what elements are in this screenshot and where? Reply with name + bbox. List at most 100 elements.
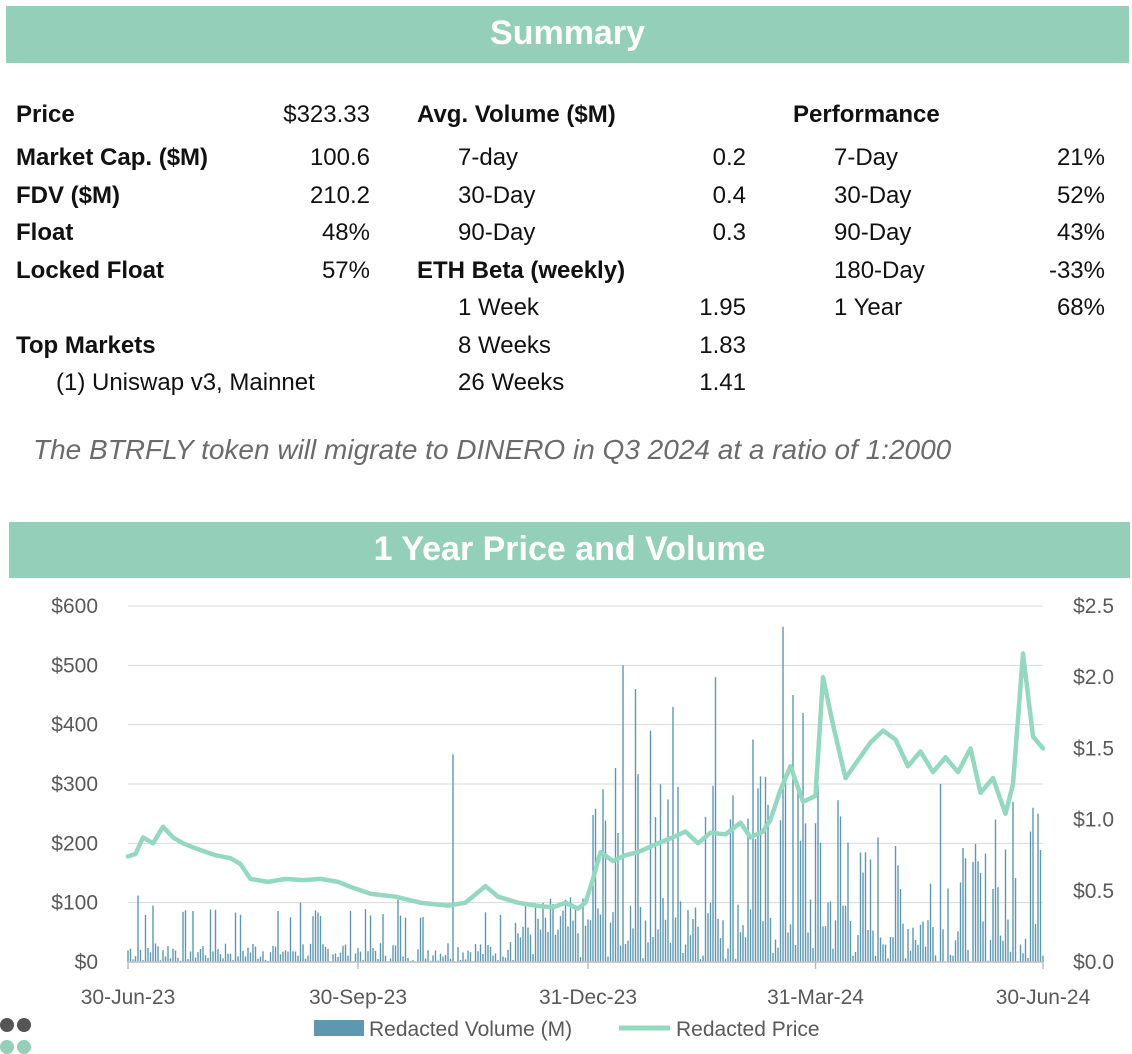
volume-bar	[380, 943, 381, 962]
decor-dot	[0, 1018, 14, 1032]
volume-bar	[190, 951, 191, 962]
volume-bar	[865, 852, 866, 962]
volume-bar	[842, 906, 843, 962]
volume-bar	[175, 950, 176, 962]
volume-bar	[1007, 920, 1008, 962]
volume-bar	[897, 865, 898, 962]
volume-bar	[565, 900, 566, 962]
volume-bar	[837, 800, 838, 962]
left-tick-label: $0	[75, 951, 98, 974]
volume-bar	[737, 905, 738, 962]
volume-bar	[230, 954, 231, 962]
volume-bar	[740, 932, 741, 962]
volume-bar	[397, 900, 398, 962]
volume-bar	[237, 956, 238, 962]
volume-bar	[730, 819, 731, 962]
volume-bar	[270, 952, 271, 962]
volume-bar	[315, 910, 316, 962]
volume-bar	[910, 951, 911, 962]
volume-bar	[800, 841, 801, 962]
volume-bar	[525, 903, 526, 962]
decor-dot	[17, 1040, 31, 1054]
volume-bar	[900, 889, 901, 962]
volume-bar	[862, 873, 863, 962]
volume-bar	[1020, 945, 1021, 962]
volume-bar	[307, 956, 308, 962]
right-tick-label: $1.5	[1073, 737, 1114, 760]
volume-bar	[252, 944, 253, 962]
beta-26w-value: 1.41	[620, 369, 746, 397]
volume-bar	[137, 896, 138, 962]
perf-1y-value: 68%	[990, 294, 1105, 322]
volume-bar	[567, 926, 568, 962]
volume-bar	[847, 843, 848, 962]
volume-bar	[850, 921, 851, 962]
volume-bar	[427, 950, 428, 962]
volume-bar	[345, 945, 346, 962]
volume-bar	[670, 943, 671, 962]
volume-bar	[162, 950, 163, 962]
volume-bar	[782, 627, 783, 962]
x-tick-label: 31-Mar-24	[767, 986, 864, 1009]
volume-bar	[680, 901, 681, 962]
volume-bar	[682, 953, 683, 962]
volume-bar	[365, 909, 366, 962]
eth-beta-label: ETH Beta (weekly)	[417, 257, 625, 285]
perf-180d-value: -33%	[990, 257, 1105, 285]
volume-bar	[607, 956, 608, 962]
volume-bar	[247, 948, 248, 962]
volume-bar	[590, 920, 591, 962]
volume-bar	[562, 911, 563, 962]
volume-bar	[290, 917, 291, 962]
volume-bar	[210, 909, 211, 962]
volume-bar	[392, 945, 393, 962]
volume-bar	[1010, 952, 1011, 962]
top-market-item: (1) Uniswap v3, Mainnet	[56, 369, 315, 397]
volume-bar	[592, 815, 593, 962]
volume-bar	[692, 919, 693, 962]
volume-bar	[402, 957, 403, 962]
volume-bar	[487, 945, 488, 962]
volume-bar	[260, 957, 261, 962]
volume-bar	[340, 953, 341, 962]
volume-bar	[615, 768, 616, 962]
volume-bar	[855, 952, 856, 962]
volume-bar	[477, 951, 478, 962]
volume-bar	[272, 946, 273, 962]
volume-bar	[552, 904, 553, 962]
volume-bar	[310, 944, 311, 962]
volume-bar	[972, 862, 973, 962]
volume-bar	[770, 918, 771, 962]
volume-bar	[805, 823, 806, 962]
volume-bar	[947, 888, 948, 962]
volume-bar	[302, 944, 303, 962]
left-tick-label: $300	[51, 773, 98, 796]
volume-bar	[1015, 878, 1016, 962]
volume-bar	[827, 903, 828, 962]
volume-bar	[537, 919, 538, 962]
volume-bar	[235, 913, 236, 962]
volume-bar	[557, 930, 558, 962]
volume-bar	[632, 928, 633, 962]
right-tick-label: $2.5	[1073, 595, 1114, 618]
volume-bar	[262, 951, 263, 962]
volume-bar	[720, 938, 721, 962]
volume-bar	[967, 950, 968, 962]
volume-bar	[665, 920, 666, 962]
volume-bar	[127, 950, 128, 962]
volume-bar	[355, 953, 356, 962]
volume-bar	[635, 689, 636, 962]
volume-bar	[612, 912, 613, 962]
volume-bar	[812, 948, 813, 962]
volume-bar	[587, 919, 588, 962]
volume-bar	[690, 935, 691, 962]
volume-bar	[775, 940, 776, 962]
volume-bar	[212, 951, 213, 962]
volume-bar	[727, 948, 728, 962]
volume-bar	[585, 926, 586, 962]
volume-bar	[817, 784, 818, 962]
volume-bar	[515, 923, 516, 962]
volume-bar	[470, 952, 471, 962]
volume-bar	[482, 954, 483, 962]
summary-banner: Summary	[6, 6, 1129, 63]
